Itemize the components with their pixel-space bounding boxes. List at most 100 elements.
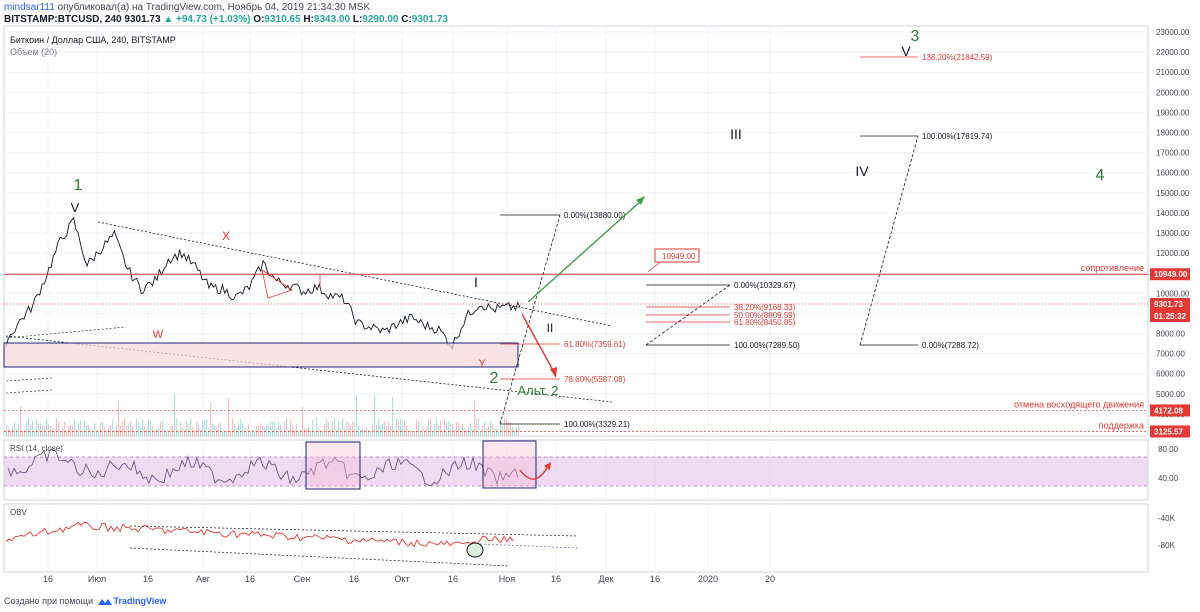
price-tag-label: 9301.73 <box>1154 300 1183 309</box>
channel-mid-line <box>5 326 127 339</box>
volume-bar <box>102 421 104 436</box>
author-link[interactable]: mindsar111 <box>4 2 55 13</box>
volume-bar <box>216 427 218 436</box>
wave-label: V <box>71 200 80 215</box>
volume-bar <box>80 420 82 436</box>
level-label: отмена восходящего движения <box>1014 399 1144 409</box>
volume-bar <box>232 418 234 436</box>
volume-bar <box>470 423 472 436</box>
volume-bar <box>56 418 58 436</box>
fib-level-label: 78.60%(5587.08) <box>564 375 626 384</box>
volume-bar <box>496 428 498 436</box>
volume-bar <box>128 424 130 436</box>
volume-bar <box>502 425 504 436</box>
y-tick-label: 19000.00 <box>1156 108 1190 117</box>
volume-bar <box>378 419 380 436</box>
volume-bar <box>44 426 46 436</box>
volume-bar <box>250 430 252 436</box>
volume-bar <box>410 430 412 436</box>
volume-bar <box>72 425 74 436</box>
volume-bar <box>376 424 378 436</box>
volume-bar <box>198 423 200 436</box>
y-tick-label: 23000.00 <box>1156 28 1190 37</box>
level-label: сопротивление <box>1081 263 1144 273</box>
volume-bar <box>206 419 208 436</box>
y-tick-label: 22000.00 <box>1156 48 1190 57</box>
volume-bar <box>322 430 324 436</box>
volume-bar <box>334 418 336 436</box>
volume-bar <box>448 421 450 436</box>
volume-bar <box>404 420 406 436</box>
volume-bar <box>398 420 400 436</box>
wave-label: 1 <box>74 177 83 194</box>
volume-bar <box>388 421 390 436</box>
volume-bar <box>22 430 24 436</box>
volume-bar <box>176 418 178 436</box>
price-tag <box>1150 268 1190 281</box>
volume-bar <box>68 425 70 436</box>
volume-bar <box>130 421 132 436</box>
volume-bar <box>154 430 156 436</box>
volume-bar <box>140 424 142 436</box>
symbol-name[interactable]: BITSTAMP:BTCUSD, 240 <box>4 14 122 25</box>
volume-bar <box>230 429 232 436</box>
price-tag-label: 10949.00 <box>1154 270 1188 279</box>
volume-bar <box>262 425 264 436</box>
volume-bar <box>372 424 374 436</box>
volume-bar <box>164 428 166 436</box>
y-tick-label: 15000.00 <box>1156 189 1190 198</box>
price-tag <box>1150 404 1190 417</box>
volume-bar <box>274 421 276 436</box>
volume-bar <box>90 428 92 436</box>
volume-bar <box>186 420 188 436</box>
volume-bar <box>42 425 44 436</box>
volume-bar <box>96 430 98 436</box>
volume-bar <box>498 431 500 436</box>
volume-bar <box>116 425 118 436</box>
y-tick-label: 18000.00 <box>1156 129 1190 138</box>
symbol-line: BITSTAMP:BTCUSD, 240 9301.73 ▲ +94.73 (+… <box>4 14 448 25</box>
volume-bar <box>370 430 372 436</box>
volume-bar <box>94 423 96 436</box>
projection-line <box>499 214 561 425</box>
volume-bar <box>464 427 466 436</box>
volume-bar <box>266 425 268 436</box>
rsi-box <box>482 440 537 489</box>
volume-bar <box>480 431 482 436</box>
resistance-callout-label: 10949.00 <box>662 252 696 261</box>
x-tick-label: Ноя <box>499 574 516 584</box>
volume-bar <box>158 427 160 436</box>
volume-bar <box>8 428 10 436</box>
volume-bar <box>390 426 392 436</box>
volume-bar <box>26 422 28 436</box>
obv-line <box>5 521 514 548</box>
fib-level-label: 100.00%(3329.21) <box>564 420 630 429</box>
wave-label: Альт. 2 <box>518 383 559 398</box>
volume-bar <box>98 431 100 436</box>
volume-bar <box>418 421 420 436</box>
volume-bar <box>442 430 444 436</box>
volume-bar <box>366 427 368 436</box>
wave-label: 2 <box>490 370 499 387</box>
volume-bar <box>474 400 476 436</box>
rsi-arrow-head <box>544 462 551 470</box>
volume-bar <box>316 418 318 436</box>
y-tick-label: 7000.00 <box>1156 350 1185 359</box>
volume-bar <box>52 428 54 436</box>
footer-brand[interactable]: TradingView <box>113 596 167 606</box>
x-tick-label: 16 <box>349 574 359 584</box>
rsi-tick-label: 40.00 <box>1158 474 1179 483</box>
volume-bar <box>380 425 382 436</box>
volume-bar <box>440 421 442 436</box>
volume-bar <box>194 430 196 436</box>
volume-bar <box>214 425 216 436</box>
volume-bar <box>28 418 30 436</box>
volume-bar <box>40 422 42 436</box>
volume-bar <box>360 429 362 436</box>
volume-bar <box>18 424 20 436</box>
volume-bar <box>242 422 244 436</box>
volume-bar <box>256 426 258 436</box>
volume-bar <box>288 428 290 436</box>
support-zone-box <box>3 342 519 368</box>
